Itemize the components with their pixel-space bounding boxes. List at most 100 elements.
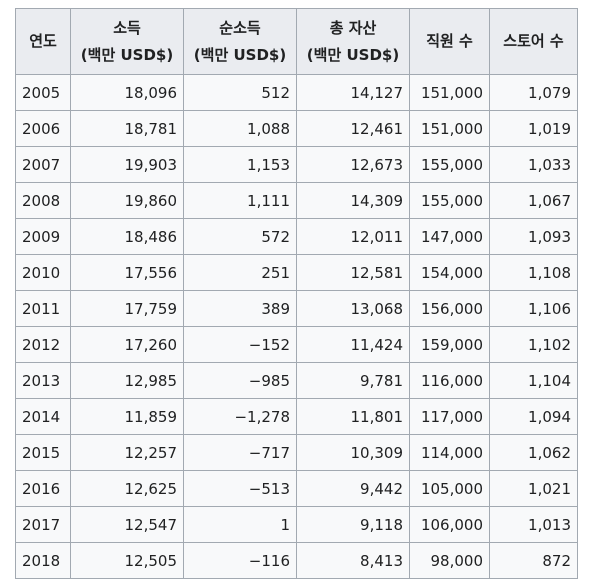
cell-revenue: 12,505: [70, 542, 184, 579]
table-row: 2011 17,759 389 13,068 156,000 1,106: [15, 290, 578, 327]
table-row: 2007 19,903 1,153 12,673 155,000 1,033: [15, 146, 578, 183]
cell-year: 2016: [15, 470, 71, 507]
cell-stores: 1,062: [489, 434, 578, 471]
cell-employees: 116,000: [409, 362, 490, 399]
cell-net-income: −1,278: [183, 398, 297, 435]
cell-net-income: 1,153: [183, 146, 297, 183]
cell-revenue: 12,257: [70, 434, 184, 471]
cell-revenue: 17,556: [70, 254, 184, 291]
cell-year: 2005: [15, 74, 71, 111]
cell-net-income: 251: [183, 254, 297, 291]
cell-employees: 117,000: [409, 398, 490, 435]
cell-total-assets: 9,442: [296, 470, 410, 507]
cell-net-income: 1,088: [183, 110, 297, 147]
cell-total-assets: 14,309: [296, 182, 410, 219]
cell-total-assets: 12,673: [296, 146, 410, 183]
cell-total-assets: 9,781: [296, 362, 410, 399]
cell-stores: 1,093: [489, 218, 578, 255]
cell-total-assets: 14,127: [296, 74, 410, 111]
cell-net-income: −116: [183, 542, 297, 579]
cell-revenue: 18,781: [70, 110, 184, 147]
cell-total-assets: 12,011: [296, 218, 410, 255]
cell-year: 2013: [15, 362, 71, 399]
cell-total-assets: 9,118: [296, 506, 410, 543]
cell-stores: 1,013: [489, 506, 578, 543]
table-row: 2016 12,625 −513 9,442 105,000 1,021: [15, 470, 578, 507]
cell-employees: 155,000: [409, 182, 490, 219]
cell-revenue: 18,486: [70, 218, 184, 255]
cell-total-assets: 8,413: [296, 542, 410, 579]
header-stores: 스토어 수: [489, 8, 578, 75]
cell-year: 2015: [15, 434, 71, 471]
cell-net-income: 389: [183, 290, 297, 327]
cell-year: 2008: [15, 182, 71, 219]
cell-net-income: −717: [183, 434, 297, 471]
cell-net-income: −985: [183, 362, 297, 399]
cell-employees: 105,000: [409, 470, 490, 507]
cell-net-income: −152: [183, 326, 297, 363]
cell-revenue: 19,860: [70, 182, 184, 219]
cell-revenue: 11,859: [70, 398, 184, 435]
table-body: 2005 18,096 512 14,127 151,000 1,079 2006 18,78…: [15, 74, 578, 579]
cell-net-income: 1: [183, 506, 297, 543]
table-row: 2014 11,859 −1,278 11,801 117,000 1,094: [15, 398, 578, 435]
table-row: 2008 19,860 1,111 14,309 155,000 1,067: [15, 182, 578, 219]
cell-year: 2006: [15, 110, 71, 147]
cell-employees: 159,000: [409, 326, 490, 363]
cell-employees: 151,000: [409, 110, 490, 147]
financial-data-table: 연도 소득 (백만 USD$) 순소득 (백만 USD$) 총 자산 (백만 U…: [15, 8, 578, 579]
table-row: 2013 12,985 −985 9,781 116,000 1,104: [15, 362, 578, 399]
header-row: 연도 소득 (백만 USD$) 순소득 (백만 USD$) 총 자산 (백만 U…: [15, 8, 578, 75]
cell-revenue: 12,985: [70, 362, 184, 399]
table-row: 2009 18,486 572 12,011 147,000 1,093: [15, 218, 578, 255]
table-row: 2012 17,260 −152 11,424 159,000 1,102: [15, 326, 578, 363]
cell-net-income: 512: [183, 74, 297, 111]
cell-year: 2009: [15, 218, 71, 255]
cell-stores: 1,102: [489, 326, 578, 363]
cell-stores: 1,033: [489, 146, 578, 183]
cell-employees: 156,000: [409, 290, 490, 327]
cell-stores: 1,094: [489, 398, 578, 435]
table-row: 2006 18,781 1,088 12,461 151,000 1,019: [15, 110, 578, 147]
cell-year: 2018: [15, 542, 71, 579]
cell-stores: 1,106: [489, 290, 578, 327]
cell-stores: 1,067: [489, 182, 578, 219]
table-row: 2018 12,505 −116 8,413 98,000 872: [15, 542, 578, 579]
table-row: 2010 17,556 251 12,581 154,000 1,108: [15, 254, 578, 291]
cell-revenue: 12,625: [70, 470, 184, 507]
cell-total-assets: 11,424: [296, 326, 410, 363]
cell-stores: 1,104: [489, 362, 578, 399]
cell-stores: 1,108: [489, 254, 578, 291]
cell-stores: 1,019: [489, 110, 578, 147]
cell-year: 2010: [15, 254, 71, 291]
table-row: 2015 12,257 −717 10,309 114,000 1,062: [15, 434, 578, 471]
table-row: 2005 18,096 512 14,127 151,000 1,079: [15, 74, 578, 111]
cell-revenue: 19,903: [70, 146, 184, 183]
cell-stores: 872: [489, 542, 578, 579]
cell-year: 2007: [15, 146, 71, 183]
cell-employees: 155,000: [409, 146, 490, 183]
header-year: 연도: [15, 8, 71, 75]
header-employees: 직원 수: [409, 8, 490, 75]
cell-employees: 147,000: [409, 218, 490, 255]
cell-net-income: −513: [183, 470, 297, 507]
cell-revenue: 17,759: [70, 290, 184, 327]
cell-net-income: 572: [183, 218, 297, 255]
header-total-assets: 총 자산 (백만 USD$): [296, 8, 410, 75]
cell-net-income: 1,111: [183, 182, 297, 219]
header-net-income: 순소득 (백만 USD$): [183, 8, 297, 75]
cell-stores: 1,021: [489, 470, 578, 507]
cell-employees: 98,000: [409, 542, 490, 579]
cell-revenue: 18,096: [70, 74, 184, 111]
cell-year: 2014: [15, 398, 71, 435]
cell-year: 2011: [15, 290, 71, 327]
cell-revenue: 12,547: [70, 506, 184, 543]
cell-total-assets: 12,461: [296, 110, 410, 147]
cell-year: 2017: [15, 506, 71, 543]
cell-total-assets: 12,581: [296, 254, 410, 291]
header-revenue: 소득 (백만 USD$): [70, 8, 184, 75]
cell-employees: 106,000: [409, 506, 490, 543]
cell-revenue: 17,260: [70, 326, 184, 363]
cell-stores: 1,079: [489, 74, 578, 111]
cell-employees: 154,000: [409, 254, 490, 291]
